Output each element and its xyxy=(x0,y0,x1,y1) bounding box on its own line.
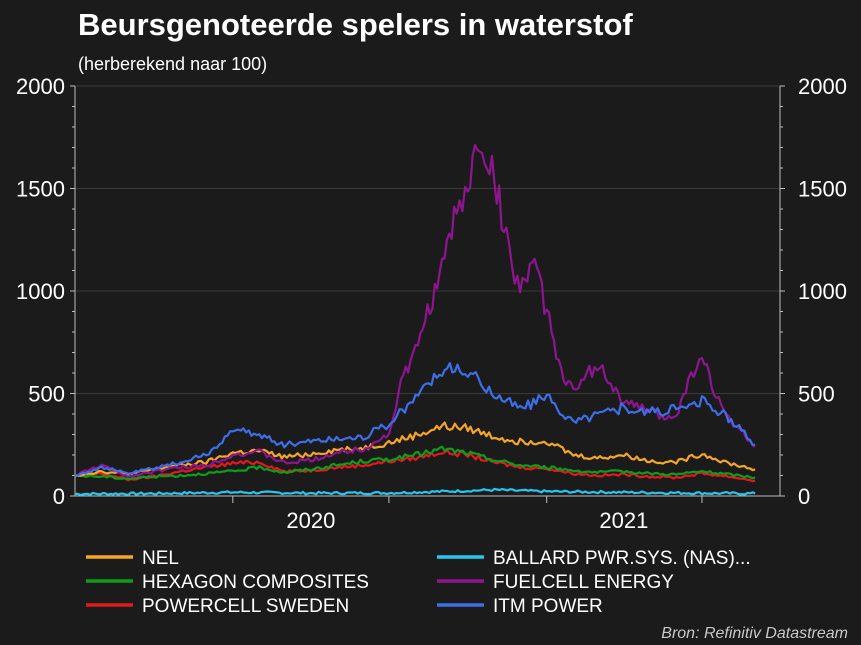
chart-title: Beursgenoteerde spelers in waterstof xyxy=(78,7,633,42)
series-line-nel xyxy=(74,421,756,478)
legend-label: BALLARD PWR.SYS. (NAS)... xyxy=(493,548,751,569)
legend: NEL BALLARD PWR.SYS. (NAS)... HEXAGON COMP… xyxy=(86,548,751,617)
y-tick-label-right: 1500 xyxy=(798,177,847,202)
y-tick-label-right: 2000 xyxy=(798,74,847,99)
series-line-itm-power xyxy=(74,362,756,477)
x-tick-label: 2020 xyxy=(286,508,335,533)
legend-label: ITM POWER xyxy=(493,596,603,617)
series-line-hexagon-composites xyxy=(74,445,756,481)
y-tick-label-left: 2000 xyxy=(16,74,65,99)
y-tick-label-left: 0 xyxy=(53,484,65,509)
chart-subtitle: (herberekend naar 100) xyxy=(78,54,267,74)
y-tick-label-right: 500 xyxy=(798,382,835,407)
y-tick-label-right: 1000 xyxy=(798,279,847,304)
series-line-ballard-pwr-sys-nas xyxy=(74,487,756,496)
legend-label: FUELCELL ENERGY xyxy=(493,572,674,593)
legend-label: POWERCELL SWEDEN xyxy=(142,596,349,617)
axis-layer: 0 0 500 500 1000 1000 1500 1500 2000 2000 2020 2021 xyxy=(16,74,847,533)
legend-label: NEL xyxy=(142,548,179,569)
source-note: Bron: Refinitiv Datastream xyxy=(661,625,848,642)
series-layer xyxy=(74,144,756,496)
legend-label: HEXAGON COMPOSITES xyxy=(142,572,369,593)
y-tick-label-left: 500 xyxy=(28,382,65,407)
y-tick-label-left: 1500 xyxy=(16,177,65,202)
y-tick-label-left: 1000 xyxy=(16,279,65,304)
x-tick-label: 2021 xyxy=(599,508,648,533)
y-tick-label-right: 0 xyxy=(798,484,810,509)
series-line-powercell-sweden xyxy=(74,448,756,483)
